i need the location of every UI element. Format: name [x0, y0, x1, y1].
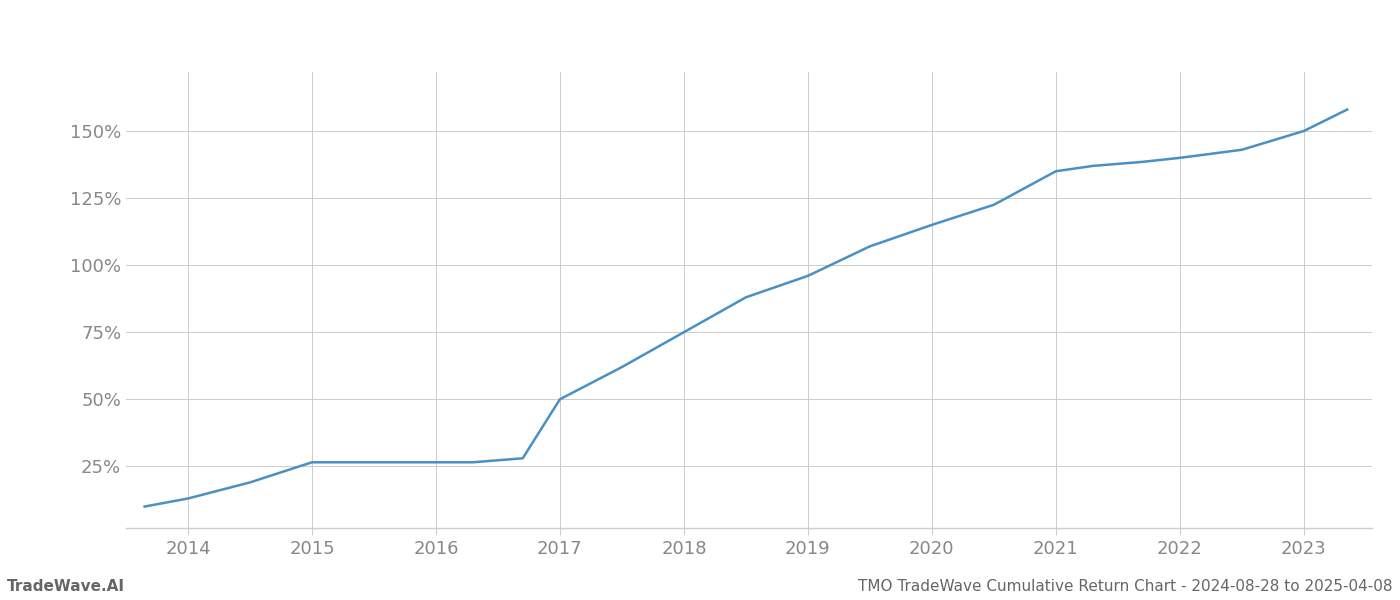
Text: TMO TradeWave Cumulative Return Chart - 2024-08-28 to 2025-04-08: TMO TradeWave Cumulative Return Chart - … [858, 579, 1393, 594]
Text: TradeWave.AI: TradeWave.AI [7, 579, 125, 594]
